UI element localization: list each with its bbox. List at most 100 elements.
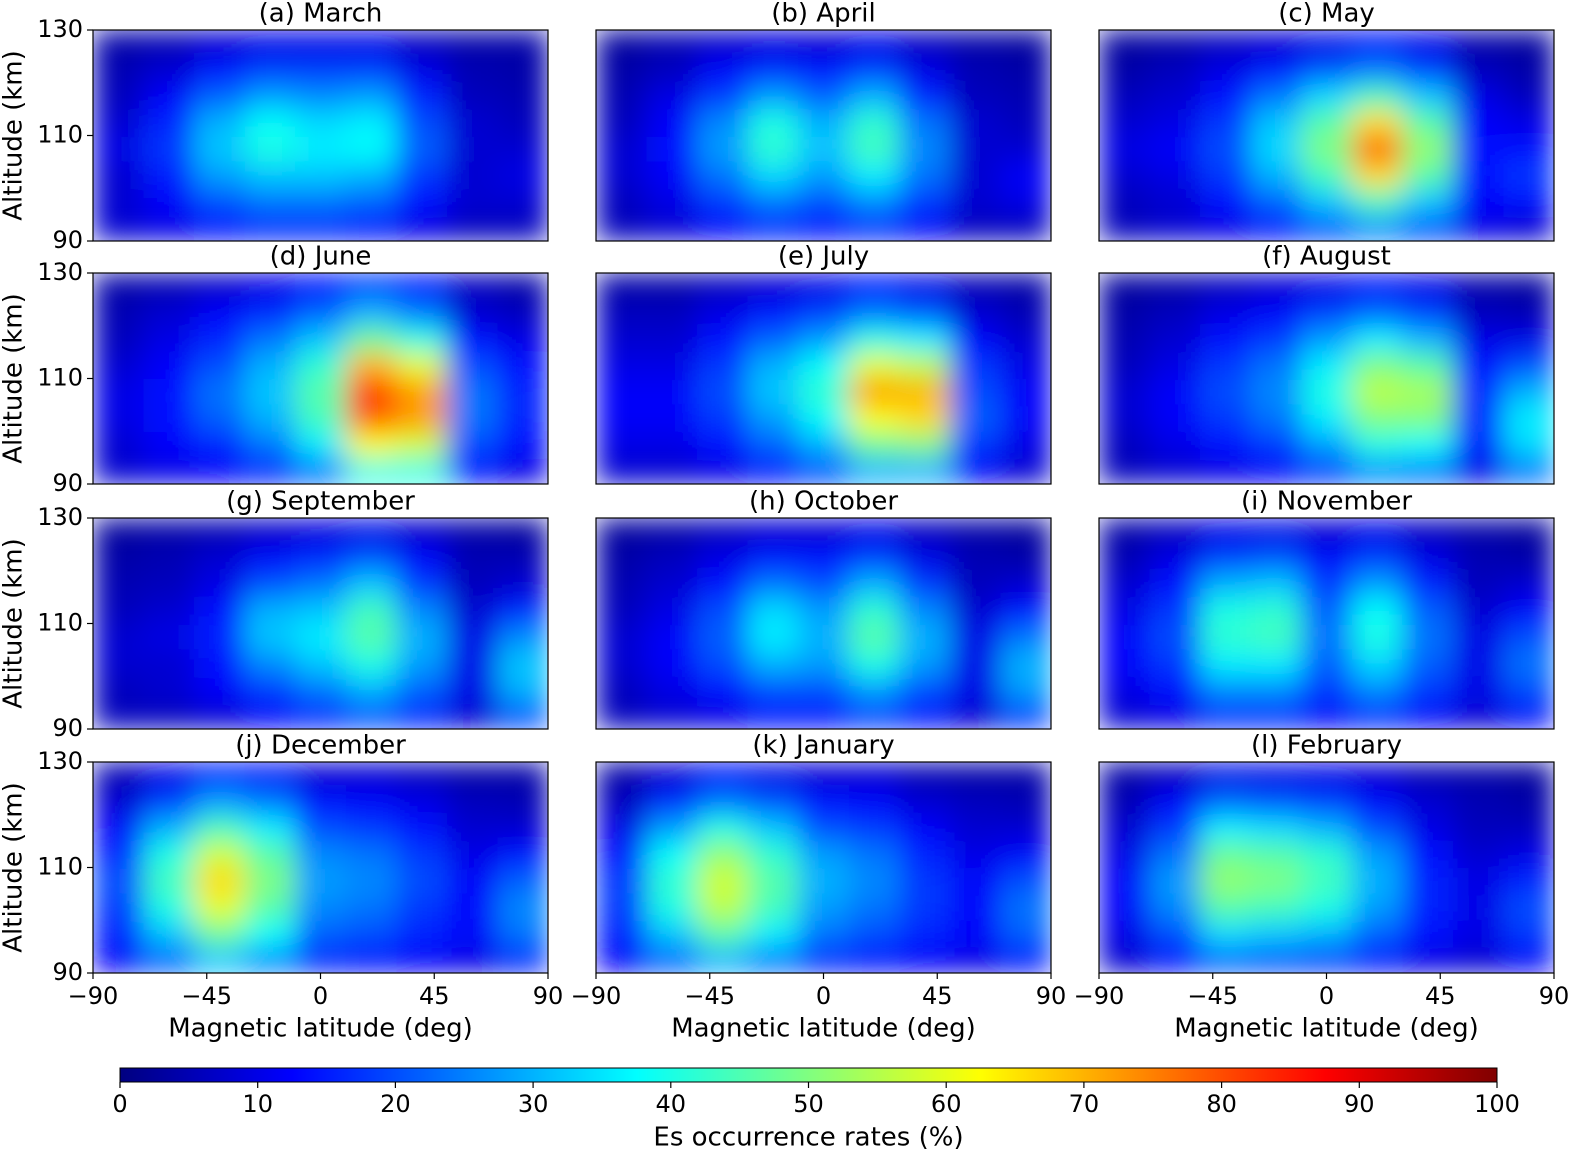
cell (93, 30, 145, 57)
cell (949, 893, 1001, 921)
cell (1000, 273, 1051, 300)
cell (295, 867, 347, 895)
cell (295, 299, 347, 327)
cell (446, 676, 498, 704)
cell (446, 893, 498, 921)
cell (798, 676, 850, 704)
cell (848, 457, 900, 484)
cell (798, 214, 850, 241)
cell (1250, 676, 1302, 704)
cell (497, 518, 548, 545)
cell (1402, 676, 1454, 704)
cell (1000, 188, 1051, 216)
cell (1099, 325, 1151, 353)
colorbar-tick-label: 30 (518, 1090, 549, 1118)
cell (194, 623, 246, 651)
cell (1250, 597, 1302, 624)
cell (1402, 273, 1454, 300)
x-tick-label: 45 (419, 982, 450, 1010)
cell (747, 649, 799, 677)
cell (1452, 762, 1504, 789)
cell (1452, 352, 1504, 379)
cell (345, 893, 397, 921)
cell (1301, 161, 1353, 189)
cell (497, 702, 548, 729)
cell (798, 867, 850, 895)
cell (93, 762, 145, 789)
cell (1149, 893, 1201, 921)
x-tick-label: 45 (922, 982, 953, 1010)
cell (1250, 352, 1302, 379)
cell (446, 188, 498, 216)
cell (497, 273, 548, 300)
cell (446, 325, 498, 353)
cell (244, 404, 296, 432)
colorbar-tick-label: 50 (793, 1090, 824, 1118)
cell (1250, 518, 1302, 545)
cell (949, 30, 1001, 57)
cell (244, 702, 296, 729)
cell (1402, 788, 1454, 816)
cell (1200, 814, 1252, 842)
cell (747, 30, 799, 57)
cell (646, 841, 698, 868)
cell (949, 702, 1001, 729)
x-tick-label: −90 (571, 982, 622, 1010)
cell (1099, 841, 1151, 868)
cell (244, 867, 296, 895)
cell (446, 867, 498, 895)
cell (1452, 273, 1504, 300)
cell (93, 109, 145, 136)
cell (596, 920, 648, 948)
cell (345, 135, 397, 163)
cell (497, 325, 548, 353)
cell (798, 378, 850, 406)
cell (446, 762, 498, 789)
cell (1099, 30, 1151, 57)
cell (295, 56, 347, 84)
cell (446, 597, 498, 624)
axes-frame (1098, 29, 1555, 242)
cell (1200, 82, 1252, 110)
cell (194, 299, 246, 327)
cell (1301, 762, 1353, 789)
cell (1402, 623, 1454, 651)
cell (1503, 867, 1554, 895)
cell (295, 676, 347, 704)
cell (93, 404, 145, 432)
cell (1503, 762, 1554, 789)
colorbar-label: Es occurrence rates (%) (653, 1123, 963, 1153)
cell (345, 518, 397, 545)
cell (899, 135, 951, 163)
cell (295, 457, 347, 484)
cell (396, 623, 448, 651)
cell (295, 135, 347, 163)
cell (1149, 544, 1201, 572)
cell (848, 841, 900, 868)
cell (1250, 378, 1302, 406)
cell (194, 518, 246, 545)
cell (1250, 82, 1302, 110)
cell (1351, 273, 1403, 300)
cell (1149, 56, 1201, 84)
cell (899, 431, 951, 459)
cell (798, 946, 850, 973)
panel-title: (f) August (1262, 242, 1391, 272)
y-tick-label: 130 (37, 15, 83, 43)
cell (497, 649, 548, 677)
cell (345, 544, 397, 572)
cell (244, 273, 296, 300)
cell (1200, 893, 1252, 921)
cell (143, 544, 195, 572)
cells (596, 30, 1051, 241)
heatmap (1099, 762, 1554, 973)
cell (1099, 762, 1151, 789)
cell (1452, 82, 1504, 110)
cell (295, 404, 347, 432)
cell (1301, 676, 1353, 704)
cell (1351, 299, 1403, 327)
cell (295, 920, 347, 948)
cell (596, 946, 648, 973)
cell (244, 352, 296, 379)
cell (1149, 352, 1201, 379)
